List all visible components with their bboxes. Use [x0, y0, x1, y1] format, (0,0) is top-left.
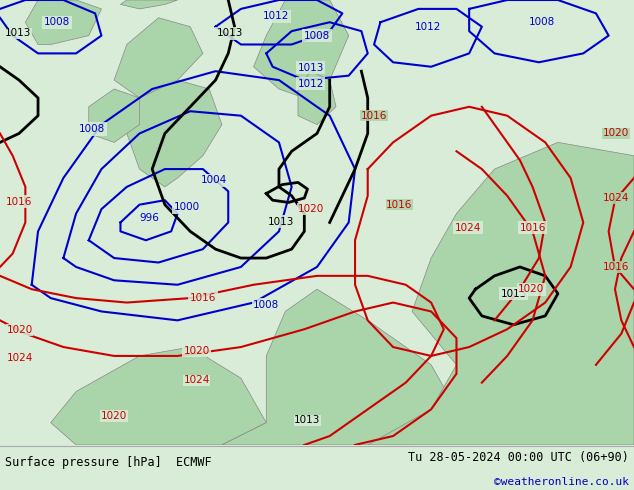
Text: 1013: 1013 [294, 416, 321, 425]
Text: 1013: 1013 [500, 289, 527, 298]
Text: 1020: 1020 [297, 204, 324, 214]
Polygon shape [25, 0, 101, 45]
Text: 1016: 1016 [190, 293, 216, 303]
Text: 1024: 1024 [455, 223, 481, 233]
Text: Surface pressure [hPa]  ECMWF: Surface pressure [hPa] ECMWF [5, 456, 212, 468]
Text: 1004: 1004 [201, 175, 228, 185]
Polygon shape [298, 71, 336, 124]
Text: 1024: 1024 [183, 375, 210, 386]
Text: 1013: 1013 [268, 217, 295, 226]
Text: 1024: 1024 [6, 353, 33, 363]
Text: 1008: 1008 [44, 17, 70, 27]
Text: 1016: 1016 [519, 223, 546, 233]
Text: 1008: 1008 [79, 124, 105, 134]
Text: 996: 996 [139, 213, 159, 223]
Text: 1020: 1020 [603, 128, 629, 139]
Text: ©weatheronline.co.uk: ©weatheronline.co.uk [494, 477, 629, 487]
Text: 1020: 1020 [183, 345, 210, 356]
Text: 1012: 1012 [262, 11, 289, 22]
Text: 1020: 1020 [518, 284, 545, 294]
Polygon shape [120, 0, 178, 9]
Text: 1024: 1024 [602, 193, 629, 203]
Polygon shape [254, 0, 349, 98]
Text: 1012: 1012 [415, 22, 441, 32]
Text: 1016: 1016 [602, 262, 629, 272]
Polygon shape [222, 289, 456, 445]
Text: 1012: 1012 [297, 78, 324, 89]
Text: 1013: 1013 [216, 28, 243, 38]
Polygon shape [51, 347, 266, 445]
Text: Tu 28-05-2024 00:00 UTC (06+90): Tu 28-05-2024 00:00 UTC (06+90) [408, 451, 629, 464]
Polygon shape [368, 143, 634, 445]
Text: 1013: 1013 [5, 28, 32, 38]
Polygon shape [127, 80, 222, 187]
Text: 1020: 1020 [101, 411, 127, 421]
Polygon shape [114, 18, 203, 98]
Text: 1016: 1016 [6, 196, 32, 207]
Text: 1000: 1000 [174, 202, 200, 212]
Text: 1008: 1008 [253, 300, 280, 310]
Text: 1008: 1008 [304, 30, 330, 41]
Polygon shape [89, 89, 139, 143]
Text: 1016: 1016 [386, 199, 413, 210]
Text: 1020: 1020 [6, 325, 32, 335]
Text: 1008: 1008 [529, 17, 555, 27]
Text: 1013: 1013 [297, 63, 324, 73]
Text: 1016: 1016 [361, 111, 387, 121]
